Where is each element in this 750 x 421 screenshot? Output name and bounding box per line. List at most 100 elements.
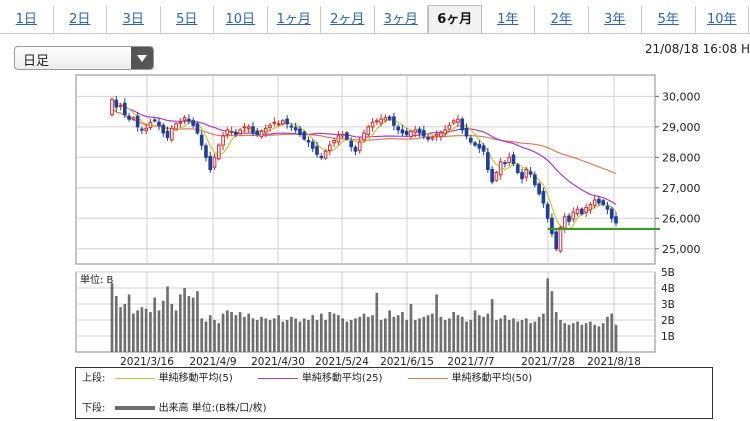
candle-body [336,135,341,143]
volume-bar [157,310,161,352]
tab-period-0[interactable]: 1日 [0,6,54,33]
chart-legend: 上段: 単純移動平均(5) 単純移動平均(25) 単純移動平均(50) 下段: … [75,367,713,419]
tab-period-6[interactable]: 2ヶ月 [321,6,375,33]
candle-body [567,215,571,222]
candle-body [195,123,200,134]
volume-bar [409,304,413,352]
candle-body [174,123,178,130]
volume-bar [179,294,182,352]
volume-bar [204,321,208,352]
volume-bar [499,318,503,352]
volume-bar [294,318,297,352]
price-panel [75,74,656,265]
candle-body [127,115,131,120]
candle-body [152,119,157,122]
volume-bar [473,310,477,352]
legend-upper-label: 上段: [82,373,106,384]
candle-body [268,124,272,129]
volume-bar [456,315,460,352]
volume-bar [371,315,374,352]
x-tick-label: 2021/5/24 [315,356,369,368]
volume-bar [298,321,302,352]
volume-bar [251,318,255,352]
volume-bar [174,310,178,352]
volume-bar [418,318,421,352]
legend-ma25: 単純移動平均(25) [252,372,383,386]
candle-body [451,120,456,124]
candle-body [439,132,443,138]
candle-body [592,199,597,206]
candle-body [434,133,439,137]
legend-lower-label: 下段: [82,403,106,414]
legend-ma25-label: 単純移動平均(25) [301,373,383,384]
tab-period-4[interactable]: 10日 [214,6,268,33]
candle-body [421,130,426,137]
candle-interval-value: 日足 [23,54,50,69]
candle-body [417,128,422,134]
candle-body [345,132,349,140]
x-tick-label: 2021/7/7 [447,356,494,368]
candle-interval-select[interactable]: 日足 [14,46,154,70]
price-tick-label: 30,000 [662,90,701,103]
candle-body [584,207,588,213]
candle-body [306,140,311,143]
candle-body [110,98,114,116]
tab-period-5[interactable]: 1ヶ月 [268,6,321,33]
volume-bar [349,320,353,352]
candle-body [161,124,166,134]
volume-bar [396,315,400,352]
candle-body [118,104,123,107]
candle-body [157,121,161,126]
candle-body [515,164,520,174]
volume-bar [516,321,520,352]
volume-bar [546,278,549,352]
volume-bar [264,318,268,352]
candle-body [597,198,601,204]
volume-bar [559,320,562,352]
candle-body [430,136,435,140]
tab-period-2[interactable]: 3日 [107,6,161,33]
candle-body [396,126,400,131]
candle-body [225,129,230,135]
candle-body [383,117,388,121]
tab-period-3[interactable]: 5日 [161,6,214,33]
volume-bar [567,324,571,352]
volume-bar [140,307,144,352]
candle-body [349,140,354,148]
tab-period-1[interactable]: 2日 [54,6,107,33]
volume-bar [392,316,396,352]
candle-body [238,129,242,135]
volume-bar [183,288,186,352]
candle-body [580,208,584,215]
x-tick-label: 2021/8/18 [587,356,641,368]
candle-body [473,142,477,146]
tab-period-10[interactable]: 2年 [535,6,589,33]
volume-bar [563,323,567,352]
candle-body [366,126,371,135]
volume-bar [610,313,614,352]
volume-bar [307,320,310,352]
price-tick-label: 27,000 [662,182,701,195]
volume-bar [136,310,139,352]
volume-bar [319,313,323,352]
tab-period-12[interactable]: 5年 [642,6,696,33]
candle-body [443,129,447,135]
candle-body [191,120,195,126]
ma5-swatch-icon [114,377,155,379]
volume-bar [123,304,127,352]
volume-bar [401,312,404,352]
tab-period-11[interactable]: 3年 [589,6,642,33]
candle-body [605,205,610,210]
candle-body [486,152,490,170]
tab-period-9[interactable]: 1年 [482,6,535,33]
tab-period-7[interactable]: 3ヶ月 [375,6,428,33]
volume-bar [439,316,443,352]
candle-body [494,172,499,181]
tab-period-8[interactable]: 6ヶ月 [428,5,482,33]
volume-bar [529,323,532,352]
tab-period-13[interactable]: 10年 [696,6,749,33]
x-tick-label: 2021/3/16 [120,356,174,368]
price-tick-label: 29,000 [662,121,701,134]
volume-bar [217,323,221,352]
chevron-down-icon[interactable] [131,47,153,69]
